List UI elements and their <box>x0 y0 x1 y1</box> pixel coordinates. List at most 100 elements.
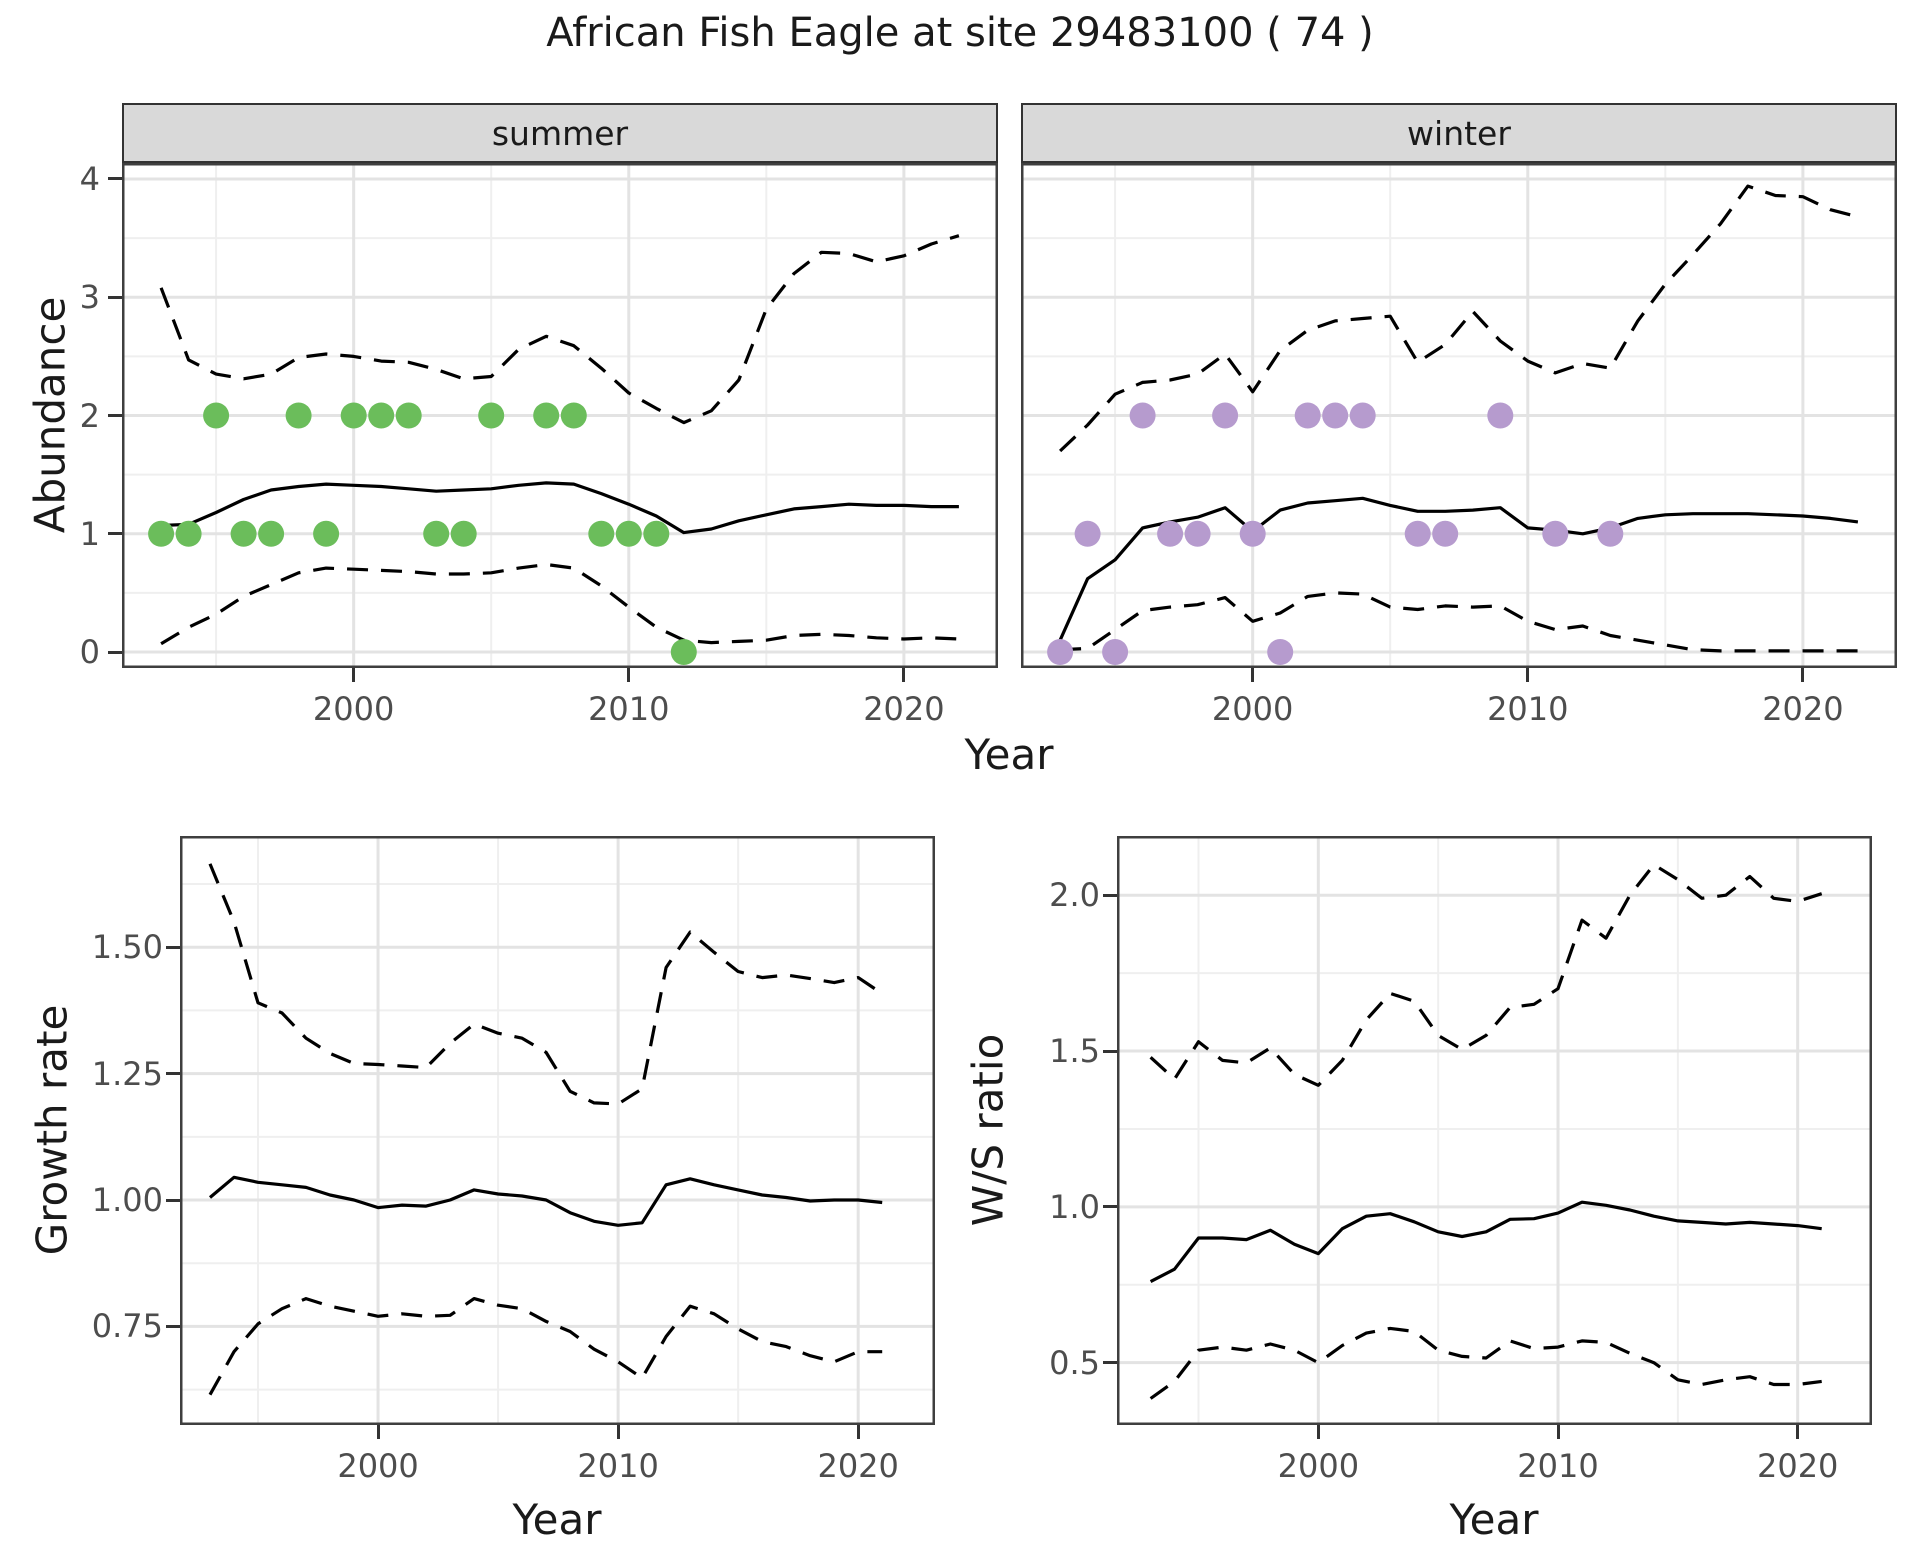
series-upper-confidence-limit <box>208 863 884 1106</box>
observed-count-point <box>533 402 560 429</box>
series-upper-confidence-limit <box>1149 863 1823 1087</box>
y-tick-label: 1.00 <box>91 1181 163 1220</box>
series-lower-confidence-limit <box>208 1297 883 1396</box>
observed-count-point <box>1349 402 1376 429</box>
x-tick-label: 2000 <box>1211 690 1294 728</box>
y-tick-mark <box>1103 893 1117 897</box>
observed-count-point <box>1432 520 1459 547</box>
panel-ws-ratio <box>1117 836 1872 1425</box>
observed-count-point <box>340 402 367 429</box>
observed-count-point <box>175 520 202 547</box>
observed-count-point <box>1102 639 1129 665</box>
x-tick-mark <box>627 668 631 682</box>
y-tick-label: 1 <box>79 514 100 553</box>
y-tick-label: 3 <box>79 278 100 317</box>
series-fitted-abundance <box>1058 496 1859 641</box>
y-tick-label: 1.0 <box>1049 1187 1100 1226</box>
observed-count-point <box>1074 520 1101 547</box>
y-tick-label: 4 <box>79 159 100 198</box>
x-tick-mark <box>1316 1425 1320 1439</box>
observed-count-point <box>1239 520 1266 547</box>
series-lower-confidence-limit <box>1149 1326 1822 1400</box>
y-tick-mark <box>166 1198 180 1202</box>
x-tick-label: 2000 <box>1277 1447 1360 1485</box>
x-tick-mark <box>1556 1425 1560 1439</box>
x-tick-label: 2020 <box>1762 690 1844 728</box>
facet-strip-summer: summer <box>122 103 998 163</box>
observed-count-point <box>1184 520 1211 547</box>
observed-count-point <box>615 520 642 547</box>
y-tick-label: 1.5 <box>1049 1032 1100 1071</box>
observed-count-point <box>1267 639 1294 665</box>
figure-title: African Fish Eagle at site 29483100 ( 74… <box>546 10 1374 56</box>
observed-count-point <box>670 639 697 665</box>
observed-count-point <box>1047 639 1074 665</box>
y-tick-mark <box>108 177 122 181</box>
observed-count-point <box>588 520 615 547</box>
observed-count-point <box>148 520 175 547</box>
x-tick-mark <box>856 1425 860 1439</box>
y-tick-label: 0.75 <box>91 1307 163 1346</box>
series-upper-confidence-limit <box>1059 184 1859 453</box>
x-tick-label: 2010 <box>588 690 670 728</box>
series-growth-rate <box>208 1175 883 1227</box>
observed-count-point <box>1294 402 1321 429</box>
y-tick-mark <box>1103 1205 1117 1209</box>
facet-strip-summer-label: summer <box>491 113 629 153</box>
x-axis-title-year-bottom-left: Year <box>512 1495 602 1544</box>
observed-count-point <box>423 520 450 547</box>
y-tick-mark <box>1103 1361 1117 1365</box>
x-tick-mark <box>616 1425 620 1439</box>
observed-count-point <box>285 402 312 429</box>
x-tick-label: 2000 <box>337 1447 419 1485</box>
y-tick-mark <box>108 295 122 299</box>
y-tick-mark <box>166 1324 180 1328</box>
series-fitted-abundance <box>161 481 959 535</box>
y-tick-label: 2.0 <box>1049 876 1100 915</box>
x-tick-mark <box>376 1425 380 1439</box>
x-tick-label: 2010 <box>577 1447 659 1485</box>
x-axis-title-year-bottom-right: Year <box>1449 1495 1539 1544</box>
y-tick-mark <box>166 945 180 949</box>
observed-count-point <box>560 402 587 429</box>
series-winter-summer-ratio <box>1149 1200 1822 1284</box>
observed-count-point <box>1404 520 1431 547</box>
y-axis-title-growth-rate: Growth rate <box>27 1004 77 1256</box>
y-tick-label: 1.25 <box>91 1054 163 1093</box>
x-tick-mark <box>352 668 356 682</box>
x-tick-mark <box>902 668 906 682</box>
observed-count-point <box>203 402 230 429</box>
observed-count-point <box>1597 520 1624 547</box>
y-tick-mark <box>108 650 122 654</box>
y-tick-label: 0.5 <box>1049 1343 1100 1382</box>
observed-count-point <box>1487 402 1514 429</box>
panel-abundance-winter <box>1021 163 1897 668</box>
series-upper-confidence-limit <box>159 234 960 425</box>
observed-count-point <box>478 402 505 429</box>
x-tick-mark <box>1801 668 1805 682</box>
x-tick-label: 2010 <box>1517 1447 1599 1485</box>
facet-strip-winter: winter <box>1021 103 1897 163</box>
x-tick-label: 2020 <box>1756 1447 1839 1485</box>
x-tick-label: 2000 <box>312 690 395 728</box>
facet-strip-winter-label: winter <box>1407 113 1511 153</box>
observed-count-point <box>1322 402 1349 429</box>
observed-count-point <box>450 520 477 547</box>
x-tick-mark <box>1796 1425 1800 1439</box>
observed-count-point <box>368 402 395 429</box>
y-tick-mark <box>108 532 122 536</box>
series-lower-confidence-limit <box>1060 591 1858 653</box>
observed-count-point <box>643 520 670 547</box>
x-axis-title-year-top: Year <box>964 730 1054 779</box>
observed-count-point <box>1157 520 1184 547</box>
observed-count-point <box>1542 520 1569 547</box>
panel-abundance-summer <box>122 163 998 668</box>
panel-growth-rate <box>180 836 935 1425</box>
y-axis-title-abundance: Abundance <box>25 296 75 534</box>
y-tick-mark <box>166 1072 180 1076</box>
y-tick-label: 2 <box>79 396 100 435</box>
observed-count-point <box>395 402 422 429</box>
observed-count-point <box>230 520 257 547</box>
y-tick-label: 1.50 <box>91 928 163 967</box>
observed-count-point <box>1212 402 1239 429</box>
